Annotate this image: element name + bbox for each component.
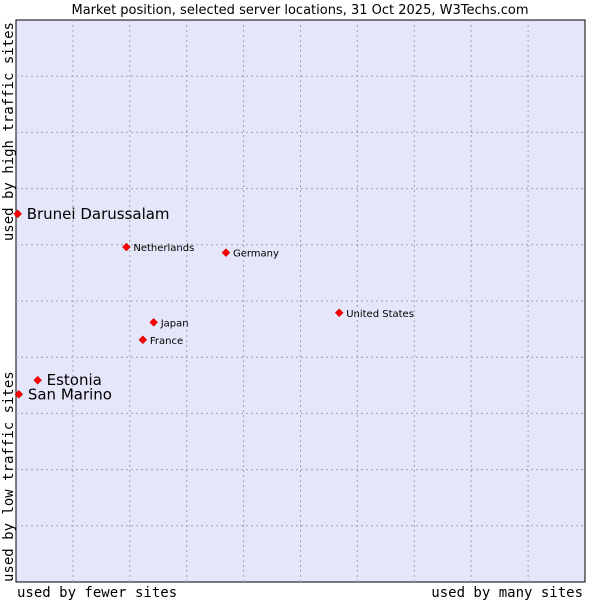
point-marker-estonia (33, 375, 42, 385)
point-label-japan: Japan (160, 318, 189, 329)
point-marker-san-marino (14, 389, 24, 399)
x-axis-label-left: used by fewer sites (17, 585, 177, 600)
point-marker-germany (221, 248, 231, 258)
point-label-germany: Germany (233, 249, 279, 260)
point-label-netherlands: Netherlands (133, 243, 194, 254)
y-axis-label-top: used by high traffic sites (1, 22, 17, 241)
y-axis-label-bottom: used by low traffic sites (1, 371, 17, 582)
point-label-estonia: Estonia (47, 371, 102, 389)
x-axis-label-right: used by many sites (431, 585, 583, 600)
point-label-france: France (150, 336, 183, 347)
point-marker-netherlands (122, 242, 131, 252)
point-marker-united-states (334, 308, 344, 318)
point-label-brunei-darussalam: Brunei Darussalam (27, 205, 170, 223)
grid-lines (16, 20, 585, 582)
point-marker-brunei-darussalam (13, 209, 23, 219)
point-label-san-marino: San Marino (28, 385, 112, 403)
point-marker-japan (149, 318, 159, 327)
data-points: Brunei Darussalam Netherlands Germany Unite… (13, 205, 414, 403)
point-marker-france (138, 335, 148, 345)
chart-title: Market position, selected server locatio… (71, 3, 528, 18)
point-label-united-states: United States (346, 309, 414, 320)
